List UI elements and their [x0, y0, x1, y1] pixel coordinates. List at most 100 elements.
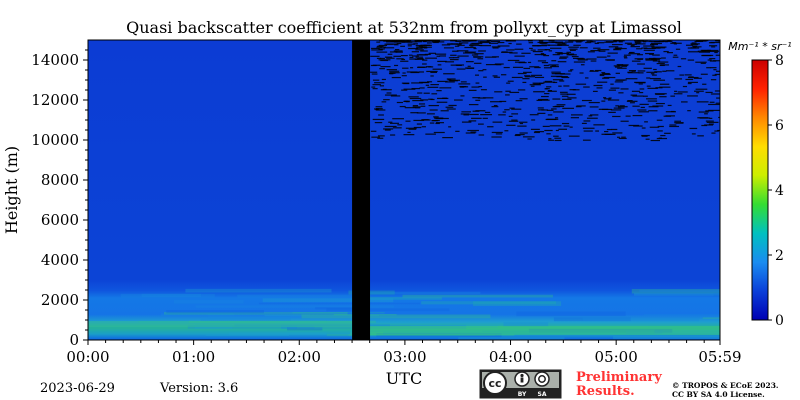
noise-speckle-mark: [689, 127, 698, 130]
noise-speckle-mark: [666, 52, 673, 54]
noise-speckle-mark: [439, 55, 447, 57]
noise-speckle-mark: [507, 59, 520, 62]
noise-speckle-mark: [413, 119, 425, 122]
noise-speckle-mark: [519, 122, 524, 125]
noise-speckle-mark: [408, 54, 413, 56]
layer-band: [160, 313, 234, 317]
y-tick-label: 4000: [41, 251, 79, 269]
noise-speckle-mark: [401, 82, 410, 84]
noise-speckle-mark: [498, 114, 506, 116]
noise-speckle-mark: [646, 85, 651, 87]
colorbar-unit-label: Mm⁻¹ * sr⁻¹: [728, 40, 791, 53]
noise-speckle-mark: [428, 98, 433, 100]
layer-band: [516, 311, 626, 317]
noise-speckle-mark: [467, 65, 471, 67]
noise-speckle-mark: [643, 49, 655, 51]
noise-speckle-mark: [465, 132, 476, 134]
noise-speckle-mark: [709, 117, 713, 119]
noise-speckle-mark: [559, 57, 567, 59]
noise-speckle-mark: [664, 41, 668, 43]
noise-speckle-mark: [499, 100, 507, 103]
noise-speckle-mark: [411, 87, 421, 90]
noise-speckle-mark: [439, 87, 452, 89]
noise-speckle-mark: [553, 135, 559, 137]
noise-speckle-mark: [405, 120, 411, 122]
layer-band: [648, 325, 720, 329]
noise-speckle-mark: [371, 136, 380, 138]
noise-speckle-mark: [408, 128, 417, 130]
noise-speckle-mark: [627, 72, 640, 74]
noise-speckle-mark: [493, 104, 498, 107]
noise-speckle-mark: [434, 53, 447, 55]
noise-speckle-mark: [632, 114, 643, 117]
noise-speckle-mark: [591, 41, 596, 43]
noise-speckle-mark: [529, 47, 533, 50]
noise-speckle-mark: [396, 42, 402, 45]
noise-speckle-mark: [484, 111, 491, 114]
noise-speckle-mark: [415, 107, 421, 109]
noise-speckle-mark: [384, 129, 391, 131]
noise-speckle-mark: [636, 48, 643, 50]
noise-speckle-mark: [694, 40, 704, 43]
noise-speckle-mark: [673, 93, 683, 95]
noise-speckle-mark: [469, 43, 479, 45]
noise-speckle-mark: [618, 92, 624, 94]
noise-speckle-mark: [376, 41, 381, 43]
noise-speckle-mark: [682, 85, 688, 88]
noise-speckle-mark: [581, 122, 587, 124]
copyright-line1: © TROPOS & ECoE 2023.: [672, 381, 779, 390]
noise-speckle-mark: [557, 61, 567, 63]
noise-speckle-mark: [608, 89, 616, 91]
noise-speckle-mark: [433, 117, 444, 119]
noise-speckle-mark: [527, 138, 532, 140]
noise-speckle-mark: [641, 135, 648, 137]
noise-speckle-mark: [494, 63, 504, 65]
noise-speckle-mark: [597, 42, 605, 44]
noise-speckle-mark: [377, 135, 385, 137]
noise-speckle-mark: [606, 128, 612, 131]
noise-speckle-mark: [603, 76, 616, 79]
noise-speckle-mark: [463, 114, 470, 116]
noise-speckle-mark: [420, 50, 428, 52]
noise-speckle-mark: [561, 76, 570, 79]
noise-speckle-mark: [663, 50, 669, 53]
noise-speckle-mark: [583, 130, 593, 132]
noise-speckle-mark: [372, 88, 378, 90]
noise-speckle-mark: [639, 88, 645, 90]
noise-speckle-mark: [436, 101, 448, 103]
noise-speckle-mark: [714, 73, 720, 76]
noise-speckle-mark: [381, 101, 387, 103]
noise-speckle-mark: [432, 119, 440, 122]
noise-speckle-mark: [402, 72, 406, 74]
colorbar-tick-label: 8: [775, 53, 784, 69]
noise-speckle-mark: [422, 63, 427, 65]
noise-speckle-mark: [506, 124, 516, 126]
noise-speckle-mark: [567, 97, 577, 99]
noise-speckle-mark: [451, 43, 459, 45]
noise-speckle-mark: [705, 110, 714, 112]
noise-speckle-mark: [505, 90, 511, 92]
noise-speckle-mark: [468, 120, 477, 122]
noise-speckle-mark: [617, 67, 627, 69]
noise-speckle-mark: [558, 52, 570, 55]
noise-speckle-mark: [571, 55, 579, 58]
noise-speckle-mark: [455, 40, 462, 43]
noise-speckle-mark: [711, 46, 716, 48]
noise-speckle-mark: [541, 109, 549, 111]
noise-speckle-mark: [390, 95, 401, 97]
noise-speckle-mark: [468, 89, 477, 91]
noise-speckle-mark: [658, 137, 662, 139]
noise-speckle-mark: [416, 112, 426, 114]
noise-speckle-mark: [655, 93, 665, 95]
noise-speckle-mark: [472, 97, 481, 99]
noise-speckle-mark: [465, 61, 474, 63]
noise-speckle-mark: [652, 74, 657, 76]
noise-speckle-mark: [670, 42, 682, 44]
noise-speckle-mark: [598, 108, 609, 110]
noise-speckle-mark: [409, 58, 419, 60]
noise-speckle-mark: [517, 72, 527, 75]
noise-speckle-mark: [650, 139, 660, 142]
noise-speckle-mark: [450, 40, 458, 42]
noise-speckle-mark: [700, 73, 708, 75]
noise-speckle-mark: [625, 115, 631, 117]
